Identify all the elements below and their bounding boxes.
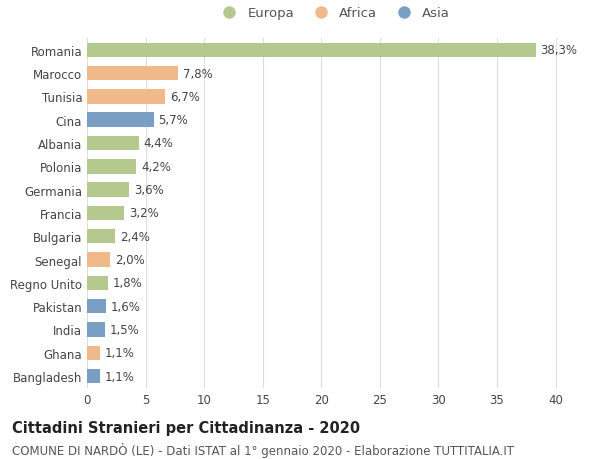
Text: 1,6%: 1,6%	[110, 300, 140, 313]
Text: 1,5%: 1,5%	[109, 323, 139, 336]
Bar	[87, 183, 129, 197]
Bar	[87, 299, 106, 313]
Text: 4,4%: 4,4%	[143, 137, 173, 150]
Bar	[87, 113, 154, 128]
Text: 3,6%: 3,6%	[134, 184, 164, 196]
Text: 1,1%: 1,1%	[104, 347, 134, 359]
Bar	[87, 90, 166, 104]
Bar	[87, 206, 124, 221]
Bar	[87, 276, 108, 291]
Text: 2,4%: 2,4%	[120, 230, 149, 243]
Bar	[87, 230, 115, 244]
Text: 1,8%: 1,8%	[113, 277, 143, 290]
Bar	[87, 369, 100, 383]
Text: 2,0%: 2,0%	[115, 253, 145, 266]
Text: 3,2%: 3,2%	[129, 207, 159, 220]
Text: 5,7%: 5,7%	[158, 114, 188, 127]
Legend: Europa, Africa, Asia: Europa, Africa, Asia	[211, 2, 455, 25]
Bar	[87, 346, 100, 360]
Text: 1,1%: 1,1%	[104, 370, 134, 383]
Text: 38,3%: 38,3%	[541, 44, 577, 57]
Bar	[87, 44, 536, 58]
Text: COMUNE DI NARDÒ (LE) - Dati ISTAT al 1° gennaio 2020 - Elaborazione TUTTITALIA.I: COMUNE DI NARDÒ (LE) - Dati ISTAT al 1° …	[12, 442, 514, 457]
Text: 6,7%: 6,7%	[170, 91, 200, 104]
Bar	[87, 253, 110, 267]
Text: Cittadini Stranieri per Cittadinanza - 2020: Cittadini Stranieri per Cittadinanza - 2…	[12, 420, 360, 435]
Bar	[87, 323, 104, 337]
Bar	[87, 136, 139, 151]
Text: 4,2%: 4,2%	[141, 161, 171, 174]
Text: 7,8%: 7,8%	[183, 67, 213, 80]
Bar	[87, 160, 136, 174]
Bar	[87, 67, 178, 81]
